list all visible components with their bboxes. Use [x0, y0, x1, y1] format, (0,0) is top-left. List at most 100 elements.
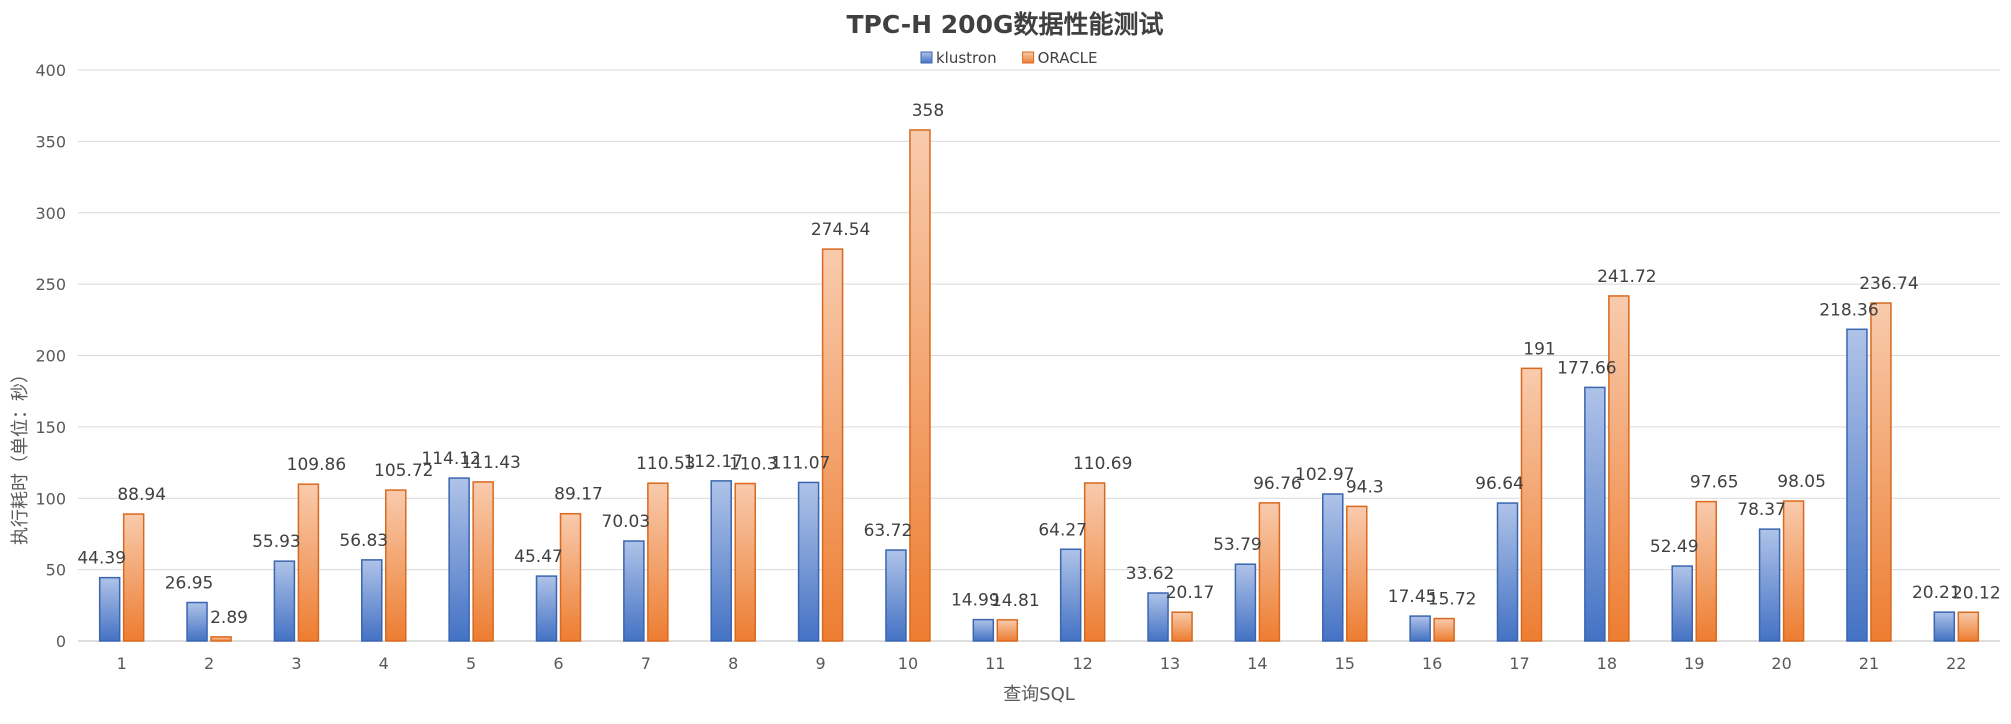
bar-oracle-22	[1957, 611, 1980, 642]
bar-klustron-5	[448, 477, 470, 642]
data-label-oracle-6: 89.17	[554, 485, 603, 505]
data-label-klustron-3: 55.93	[252, 532, 301, 552]
bar-oracle-11	[996, 619, 1019, 642]
bar-klustron-12	[1059, 548, 1082, 642]
data-label-klustron-16: 17.45	[1388, 587, 1437, 607]
bar-oracle-18	[1608, 295, 1630, 642]
data-label-klustron-12: 64.27	[1038, 520, 1087, 540]
bar-oracle-16	[1433, 617, 1455, 642]
bar-oracle-5	[472, 481, 494, 642]
x-tick-label: 10	[898, 654, 918, 673]
data-label-oracle-16: 15.72	[1428, 590, 1477, 610]
data-label-oracle-8: 110.3	[729, 455, 778, 475]
legend-swatch-klustron	[920, 51, 933, 64]
bar-klustron-2	[186, 601, 208, 642]
bar-oracle-15	[1346, 505, 1368, 642]
bar-klustron-9	[797, 481, 820, 642]
y-tick-label: 250	[35, 275, 66, 294]
bar-klustron-17	[1496, 502, 1519, 642]
data-label-oracle-11: 14.81	[991, 591, 1040, 611]
y-tick-label: 150	[35, 418, 66, 437]
bar-klustron-6	[535, 575, 558, 642]
x-tick-label: 4	[379, 654, 389, 673]
data-label-oracle-22: 20.12	[1952, 583, 2001, 603]
bar-oracle-2	[210, 636, 232, 642]
data-label-oracle-17: 191	[1523, 339, 1555, 359]
bar-oracle-8	[734, 482, 756, 642]
bar-klustron-3	[273, 560, 296, 642]
x-tick-label: 17	[1509, 654, 1529, 673]
data-label-oracle-15: 94.3	[1346, 477, 1384, 497]
x-tick-label: 18	[1597, 654, 1617, 673]
x-tick-label: 11	[985, 654, 1005, 673]
data-label-klustron-15: 102.97	[1295, 465, 1354, 485]
data-label-oracle-4: 105.72	[374, 461, 433, 481]
data-label-klustron-11: 14.99	[951, 591, 1000, 611]
x-tick-label: 12	[1073, 654, 1093, 673]
x-tick-label: 7	[641, 654, 651, 673]
data-label-oracle-18: 241.72	[1597, 267, 1656, 287]
data-label-klustron-19: 52.49	[1650, 537, 1699, 557]
x-axis-label: 查询SQL	[1003, 684, 1075, 705]
x-tick-label: 14	[1247, 654, 1267, 673]
y-tick-label: 350	[35, 132, 66, 151]
legend-label-klustron: klustron	[936, 49, 997, 67]
bar-klustron-8	[710, 480, 732, 642]
bar-klustron-7	[623, 540, 645, 642]
data-label-klustron-13: 33.62	[1126, 564, 1175, 584]
x-tick-label: 19	[1684, 654, 1704, 673]
data-label-oracle-7: 110.53	[636, 454, 695, 474]
chart-title: TPC-H 200G数据性能测试	[846, 10, 1163, 39]
bar-klustron-13	[1147, 592, 1169, 642]
bar-klustron-19	[1671, 565, 1693, 642]
data-label-oracle-5: 111.43	[461, 453, 520, 473]
data-label-oracle-19: 97.65	[1690, 473, 1739, 493]
x-tick-label: 3	[291, 654, 301, 673]
bar-oracle-7	[647, 482, 669, 642]
data-label-klustron-10: 63.72	[864, 521, 913, 541]
x-tick-label: 16	[1422, 654, 1442, 673]
data-label-klustron-22: 20.21	[1912, 583, 1961, 603]
data-label-oracle-14: 96.76	[1253, 474, 1302, 494]
y-tick-label: 400	[35, 61, 66, 80]
data-label-klustron-17: 96.64	[1475, 474, 1524, 494]
bar-klustron-14	[1234, 563, 1257, 642]
data-label-klustron-14: 53.79	[1213, 535, 1262, 555]
bar-oracle-20	[1782, 500, 1805, 642]
bar-klustron-20	[1758, 528, 1781, 642]
data-label-klustron-8: 112.17	[683, 452, 742, 472]
bar-oracle-13	[1171, 611, 1193, 642]
x-tick-label: 8	[728, 654, 738, 673]
legend-label-oracle: ORACLE	[1038, 49, 1098, 67]
data-label-oracle-2: 2.89	[210, 608, 248, 628]
x-tick-label: 22	[1946, 654, 1966, 673]
data-label-klustron-4: 56.83	[339, 531, 388, 551]
x-tick-label: 1	[117, 654, 127, 673]
data-label-klustron-2: 26.95	[165, 574, 214, 594]
data-label-oracle-1: 88.94	[117, 485, 166, 505]
y-tick-label: 300	[35, 204, 66, 223]
bar-klustron-16	[1409, 615, 1431, 642]
bar-oracle-17	[1520, 367, 1543, 642]
data-label-oracle-12: 110.69	[1073, 454, 1132, 474]
data-label-klustron-6: 45.47	[514, 547, 563, 567]
data-label-oracle-21: 236.74	[1859, 274, 1918, 294]
x-tick-label: 21	[1859, 654, 1879, 673]
data-label-klustron-21: 218.36	[1819, 300, 1878, 320]
x-tick-label: 13	[1160, 654, 1180, 673]
bars	[98, 129, 1980, 642]
x-tick-label: 20	[1771, 654, 1791, 673]
x-tick-label: 5	[466, 654, 476, 673]
data-label-oracle-3: 109.86	[287, 455, 346, 475]
bar-klustron-11	[972, 618, 995, 642]
y-axis-label: 执行耗时（单位：秒）	[10, 365, 31, 545]
data-labels: 44.39 88.94 26.95 2.89 55.93 109.86 56.83 105.7…	[77, 101, 2000, 628]
data-label-klustron-7: 70.03	[602, 512, 651, 532]
y-tick-label: 100	[35, 489, 66, 508]
y-tick-labels: 0 50 100 150 200 250 300 350 400	[35, 61, 66, 651]
data-label-klustron-18: 177.66	[1557, 358, 1616, 378]
x-tick-label: 15	[1335, 654, 1355, 673]
legend-swatch-oracle	[1022, 51, 1035, 64]
y-tick-label: 200	[35, 347, 66, 366]
data-label-klustron-5: 114.12	[421, 449, 480, 469]
